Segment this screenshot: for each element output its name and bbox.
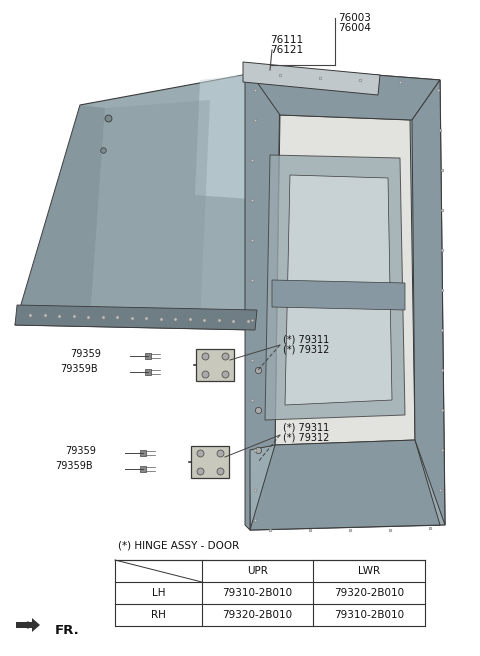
Text: FR.: FR. [55,623,80,636]
Text: (*) 79312: (*) 79312 [283,345,329,355]
Text: 76003: 76003 [338,13,371,23]
Polygon shape [265,155,405,420]
Polygon shape [16,618,40,632]
Text: 76004: 76004 [338,23,371,33]
Text: 76121: 76121 [270,45,303,55]
Polygon shape [15,70,270,330]
Text: 79359B: 79359B [55,461,93,471]
Text: 79320-2B010: 79320-2B010 [223,610,293,620]
Text: 79359: 79359 [70,349,101,359]
Text: 79359B: 79359B [60,364,97,374]
Polygon shape [275,115,415,445]
Text: LH: LH [152,588,165,598]
FancyBboxPatch shape [191,446,229,478]
Polygon shape [272,280,405,310]
Text: 79310-2B010: 79310-2B010 [223,588,293,598]
Polygon shape [245,65,440,120]
Text: (*) 79312: (*) 79312 [283,432,329,442]
Polygon shape [243,62,380,95]
Text: 76111: 76111 [270,35,303,45]
Polygon shape [195,72,270,200]
Text: (*) HINGE ASSY - DOOR: (*) HINGE ASSY - DOOR [118,540,239,550]
FancyBboxPatch shape [196,349,234,381]
Text: (*) 79311: (*) 79311 [283,335,329,345]
Polygon shape [90,100,210,325]
Text: UPR: UPR [247,566,268,576]
Polygon shape [15,305,257,330]
Text: (*) 79311: (*) 79311 [283,422,329,432]
Text: 79359: 79359 [65,446,96,456]
Polygon shape [245,65,280,530]
Polygon shape [15,105,105,325]
Polygon shape [245,65,445,530]
Polygon shape [285,175,392,405]
Polygon shape [250,440,440,530]
Text: RH: RH [151,610,166,620]
Text: LWR: LWR [358,566,380,576]
Polygon shape [412,80,445,525]
Text: 79310-2B010: 79310-2B010 [334,610,404,620]
Text: 79320-2B010: 79320-2B010 [334,588,404,598]
